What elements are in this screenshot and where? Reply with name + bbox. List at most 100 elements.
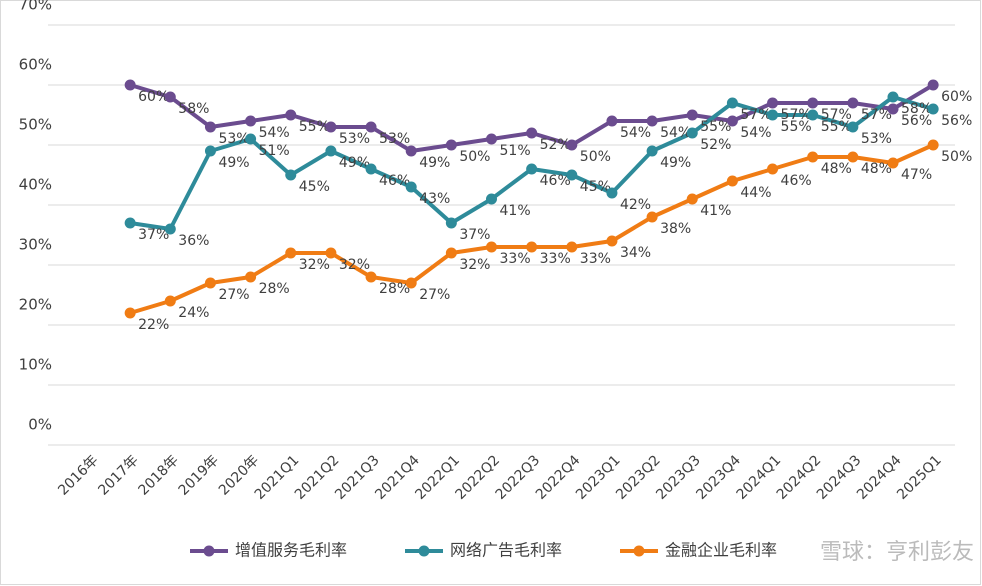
data-label: 60% <box>138 89 169 105</box>
data-point <box>285 247 297 259</box>
data-point <box>847 97 859 109</box>
y-tick-label: 60% <box>19 56 52 74</box>
y-tick-label: 20% <box>19 296 52 314</box>
data-point <box>887 91 899 103</box>
data-point <box>486 241 497 253</box>
data-point <box>204 121 216 133</box>
data-label: 56% <box>901 113 932 129</box>
y-tick-label: 70% <box>19 0 52 14</box>
data-label: 53% <box>218 131 249 147</box>
data-label: 49% <box>419 155 450 171</box>
data-label: 53% <box>861 131 892 147</box>
data-label: 57% <box>781 107 812 123</box>
data-label: 51% <box>500 143 531 159</box>
data-label: 36% <box>178 233 209 249</box>
data-point <box>686 193 698 205</box>
data-point <box>847 121 859 133</box>
data-point <box>405 145 417 157</box>
data-label: 34% <box>620 245 651 261</box>
data-label: 52% <box>700 137 731 153</box>
watermark: 雪球：亨利彭友 <box>820 540 974 565</box>
data-label: 37% <box>459 227 490 243</box>
data-point <box>325 145 337 157</box>
legend-marker <box>418 545 430 557</box>
data-point <box>566 169 578 181</box>
data-point <box>566 241 578 253</box>
data-point <box>646 115 658 127</box>
data-point <box>445 139 457 151</box>
data-label: 50% <box>580 149 611 165</box>
data-label: 32% <box>299 257 330 273</box>
data-label: 49% <box>660 155 691 171</box>
data-point <box>526 163 538 175</box>
data-point <box>285 109 297 121</box>
data-label: 46% <box>781 173 812 189</box>
data-label: 50% <box>941 149 972 165</box>
data-label: 24% <box>178 305 209 321</box>
data-point <box>245 133 257 145</box>
data-point <box>767 97 779 109</box>
data-point <box>486 193 497 205</box>
legend-marker <box>203 545 215 557</box>
data-point <box>646 211 658 223</box>
data-label: 38% <box>660 221 691 237</box>
data-point <box>245 115 257 127</box>
data-point <box>726 115 738 127</box>
data-label: 58% <box>178 101 209 117</box>
data-point <box>245 271 257 283</box>
data-point <box>365 271 377 283</box>
data-label: 55% <box>700 119 731 135</box>
legend-marker <box>633 545 645 557</box>
data-point <box>726 97 738 109</box>
data-label: 55% <box>299 119 330 135</box>
data-label: 54% <box>620 125 651 141</box>
data-point <box>807 109 819 121</box>
data-label: 45% <box>299 179 330 195</box>
data-point <box>204 277 216 289</box>
data-label: 42% <box>620 197 651 213</box>
data-label: 28% <box>259 281 290 297</box>
data-label: 49% <box>218 155 249 171</box>
data-point <box>124 307 136 319</box>
data-point <box>807 151 819 163</box>
data-point <box>405 181 417 193</box>
legend-item: 金融企业毛利率 <box>620 541 777 560</box>
data-label: 56% <box>941 113 972 129</box>
data-label: 54% <box>660 125 691 141</box>
data-label: 22% <box>138 317 169 333</box>
data-label: 28% <box>379 281 410 297</box>
legend-label: 金融企业毛利率 <box>665 541 777 560</box>
data-point <box>405 277 417 289</box>
data-point <box>124 79 136 91</box>
data-label: 33% <box>500 251 531 267</box>
data-point <box>847 151 859 163</box>
data-label: 37% <box>138 227 169 243</box>
data-point <box>927 103 939 115</box>
data-point <box>767 109 779 121</box>
legend-label: 增值服务毛利率 <box>235 541 347 560</box>
data-label: 43% <box>419 191 450 207</box>
data-label: 53% <box>339 131 370 147</box>
data-point <box>927 139 939 151</box>
data-label: 27% <box>419 287 450 303</box>
data-point <box>606 187 618 199</box>
data-label: 54% <box>259 125 290 141</box>
legend-label: 网络广告毛利率 <box>450 541 562 560</box>
data-label: 60% <box>941 89 972 105</box>
data-point <box>445 217 457 229</box>
data-point <box>686 127 698 139</box>
data-label: 33% <box>540 251 571 267</box>
data-point <box>365 163 377 175</box>
y-tick-label: 10% <box>19 356 52 374</box>
y-tick-label: 0% <box>28 416 52 434</box>
y-tick-label: 30% <box>19 236 52 254</box>
y-tick-label: 50% <box>19 116 52 134</box>
data-label: 47% <box>901 167 932 183</box>
data-label: 45% <box>580 179 611 195</box>
data-label: 55% <box>821 119 852 135</box>
data-label: 32% <box>339 257 370 273</box>
data-point <box>646 145 658 157</box>
data-label: 52% <box>540 137 571 153</box>
data-point <box>887 103 899 115</box>
